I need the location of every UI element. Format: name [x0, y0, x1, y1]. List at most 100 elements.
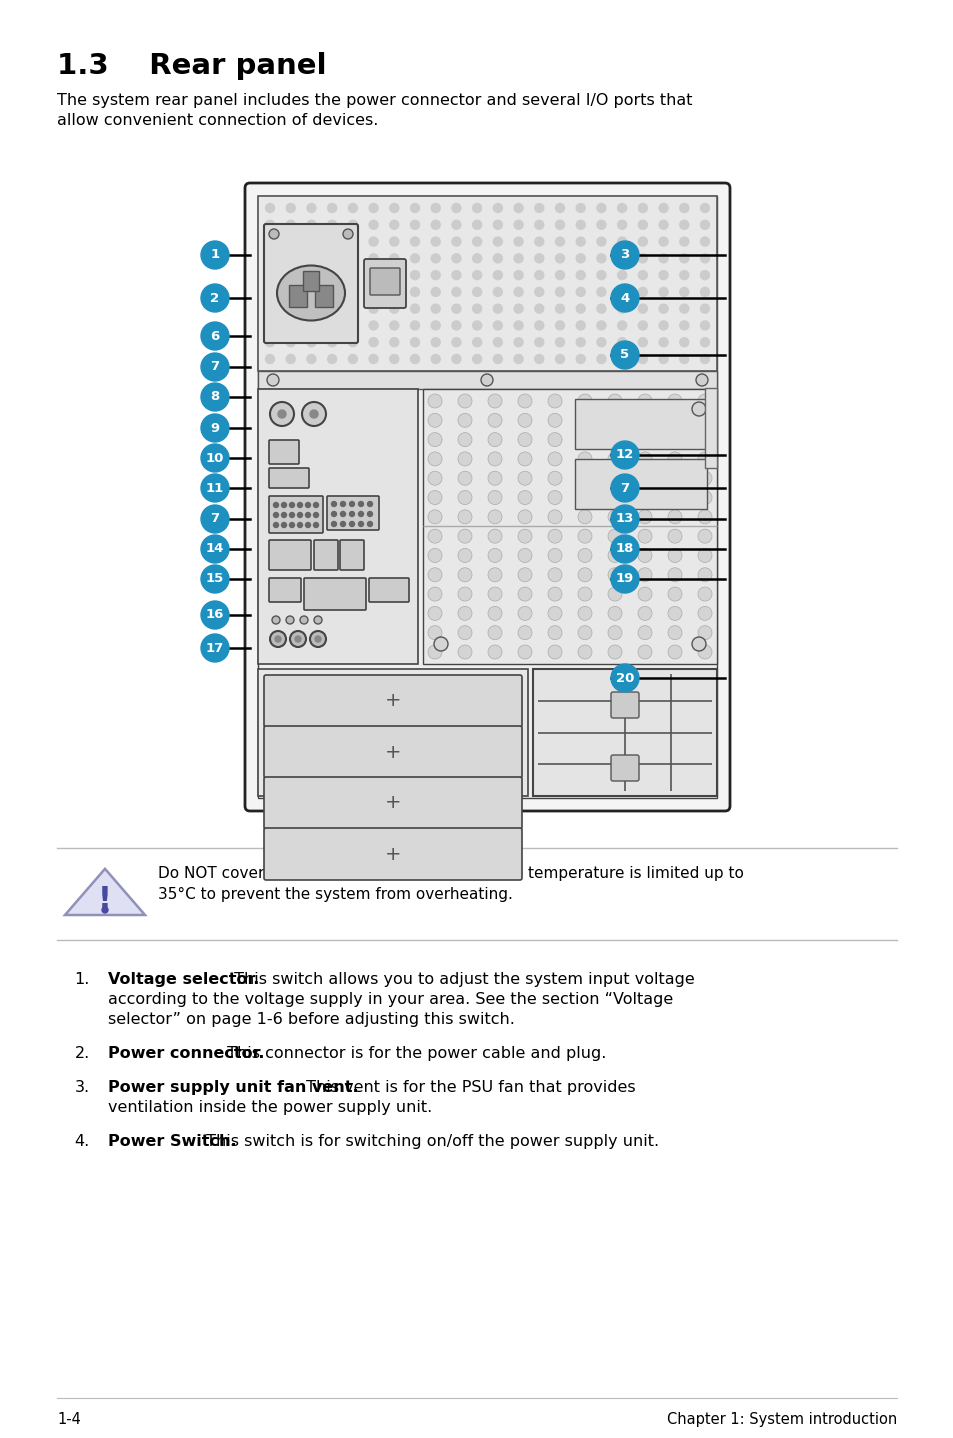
Circle shape — [607, 472, 621, 485]
Circle shape — [667, 568, 681, 582]
Circle shape — [597, 321, 605, 329]
Circle shape — [327, 338, 336, 347]
Circle shape — [610, 505, 639, 533]
Circle shape — [535, 338, 543, 347]
Circle shape — [286, 237, 294, 246]
Circle shape — [607, 568, 621, 582]
Circle shape — [488, 490, 501, 505]
Circle shape — [638, 255, 647, 263]
Circle shape — [488, 568, 501, 582]
Circle shape — [638, 220, 647, 229]
Circle shape — [517, 529, 532, 544]
Circle shape — [576, 288, 584, 296]
Circle shape — [457, 646, 472, 659]
FancyBboxPatch shape — [364, 259, 406, 308]
Circle shape — [659, 255, 667, 263]
Circle shape — [700, 305, 709, 313]
Text: 2: 2 — [211, 292, 219, 305]
Text: 35°C to prevent the system from overheating.: 35°C to prevent the system from overheat… — [158, 887, 513, 902]
Circle shape — [457, 490, 472, 505]
Circle shape — [269, 229, 278, 239]
Circle shape — [597, 255, 605, 263]
Circle shape — [307, 355, 315, 364]
Circle shape — [700, 204, 709, 213]
Circle shape — [348, 288, 357, 296]
Bar — [314, 285, 333, 306]
Circle shape — [286, 355, 294, 364]
Circle shape — [597, 220, 605, 229]
Circle shape — [428, 626, 441, 640]
Text: 1-4: 1-4 — [57, 1412, 81, 1426]
Circle shape — [638, 646, 651, 659]
Circle shape — [201, 535, 229, 564]
Circle shape — [679, 204, 688, 213]
Circle shape — [472, 288, 481, 296]
Circle shape — [700, 321, 709, 329]
Text: 2.: 2. — [74, 1045, 90, 1061]
Circle shape — [517, 490, 532, 505]
Circle shape — [517, 587, 532, 601]
Circle shape — [597, 270, 605, 279]
Circle shape — [576, 338, 584, 347]
Circle shape — [265, 321, 274, 329]
Circle shape — [488, 413, 501, 427]
Circle shape — [617, 220, 626, 229]
Circle shape — [638, 338, 647, 347]
Text: This vent is for the PSU fan that provides: This vent is for the PSU fan that provid… — [300, 1080, 635, 1094]
Text: 8: 8 — [211, 391, 219, 404]
Circle shape — [493, 321, 502, 329]
Circle shape — [472, 237, 481, 246]
Circle shape — [597, 305, 605, 313]
Circle shape — [700, 288, 709, 296]
Circle shape — [698, 568, 711, 582]
Circle shape — [514, 321, 522, 329]
Circle shape — [294, 636, 301, 641]
Circle shape — [698, 394, 711, 408]
Circle shape — [472, 204, 481, 213]
Circle shape — [488, 548, 501, 562]
Circle shape — [428, 548, 441, 562]
Circle shape — [679, 270, 688, 279]
Circle shape — [307, 321, 315, 329]
FancyBboxPatch shape — [339, 541, 364, 569]
Circle shape — [265, 237, 274, 246]
Circle shape — [576, 355, 584, 364]
Circle shape — [610, 283, 639, 312]
Circle shape — [638, 237, 647, 246]
Circle shape — [698, 510, 711, 523]
Circle shape — [667, 548, 681, 562]
Circle shape — [265, 305, 274, 313]
Circle shape — [331, 502, 336, 506]
Circle shape — [488, 472, 501, 485]
Circle shape — [431, 255, 439, 263]
Circle shape — [547, 587, 561, 601]
Circle shape — [517, 510, 532, 523]
Circle shape — [472, 255, 481, 263]
Circle shape — [270, 403, 294, 426]
Circle shape — [607, 607, 621, 620]
Circle shape — [578, 472, 592, 485]
Circle shape — [667, 413, 681, 427]
Circle shape — [410, 255, 419, 263]
Circle shape — [597, 204, 605, 213]
Circle shape — [488, 646, 501, 659]
Circle shape — [457, 587, 472, 601]
Circle shape — [340, 512, 345, 516]
Circle shape — [679, 338, 688, 347]
Text: 1.3    Rear panel: 1.3 Rear panel — [57, 52, 326, 81]
Text: 4.: 4. — [74, 1135, 90, 1149]
Circle shape — [310, 410, 317, 418]
Circle shape — [452, 237, 460, 246]
Circle shape — [201, 242, 229, 269]
Circle shape — [305, 502, 310, 508]
Circle shape — [431, 338, 439, 347]
Circle shape — [547, 413, 561, 427]
Circle shape — [547, 568, 561, 582]
Circle shape — [297, 502, 302, 508]
Circle shape — [514, 204, 522, 213]
Circle shape — [348, 321, 357, 329]
Circle shape — [265, 355, 274, 364]
Circle shape — [667, 452, 681, 466]
Circle shape — [390, 305, 398, 313]
Text: 4: 4 — [619, 292, 629, 305]
